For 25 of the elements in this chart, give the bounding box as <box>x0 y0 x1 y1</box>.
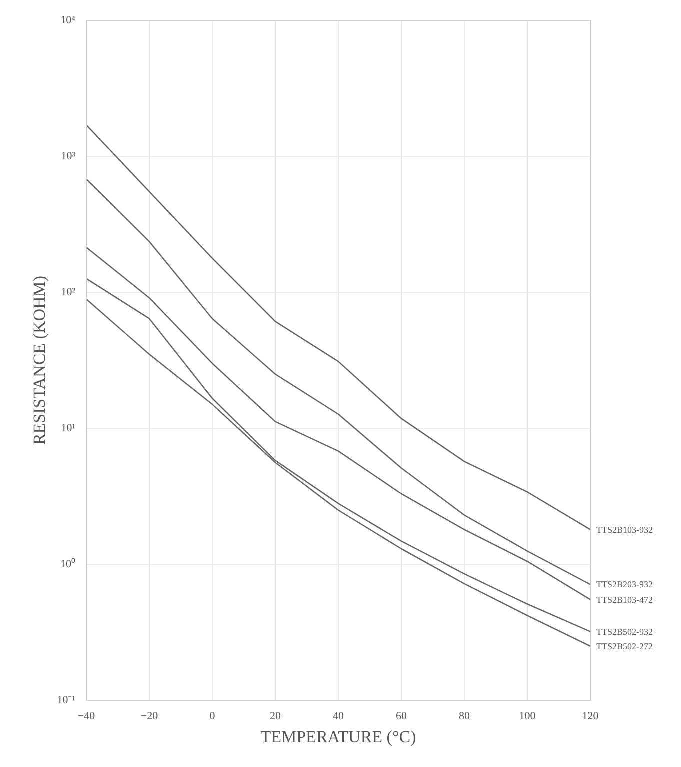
line-series <box>86 178 590 586</box>
x-tick-label: 40 <box>333 710 344 722</box>
series-label: TTS2B103-472 <box>596 594 654 605</box>
x-tick-label: −20 <box>140 710 159 722</box>
x-tick-label: 120 <box>582 710 600 722</box>
y-tick-label: 10³ <box>61 150 76 162</box>
x-axis-title: TEMPERATURE (°C) <box>260 728 416 746</box>
y-axis-title: RESISTANCE (KOHM) <box>30 276 50 446</box>
y-tick-label: 10¹ <box>61 422 76 434</box>
x-tick-label: 20 <box>270 710 282 722</box>
x-tick-label: 0 <box>210 710 216 722</box>
y-tick-label: 10² <box>61 286 76 298</box>
series-label: TTS2B203-932 <box>596 580 654 590</box>
y-tick-label: 10⁰ <box>60 558 76 570</box>
line-series <box>86 124 590 530</box>
x-tick-label: 80 <box>459 710 470 722</box>
x-tick-label: 60 <box>396 710 408 722</box>
line-series <box>86 246 590 600</box>
series-label: TTS2B103-932 <box>596 524 654 535</box>
x-tick-label: 100 <box>519 710 536 722</box>
y-tick-label: 10⁴ <box>60 14 76 26</box>
x-tick-label: −40 <box>78 710 96 722</box>
y-tick-label: 10⁻¹ <box>57 694 76 706</box>
series-label: TTS2B502-932 <box>596 626 654 637</box>
series-label: TTS2B502-272 <box>596 641 654 652</box>
